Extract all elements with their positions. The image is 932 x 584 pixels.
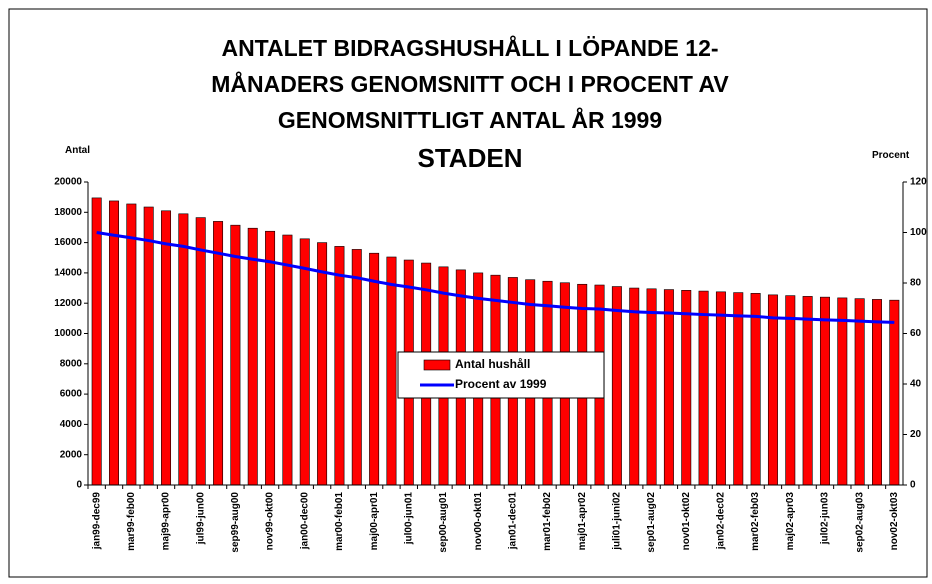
x-tick-label: jan00-dec00: [299, 492, 310, 551]
bar: [802, 296, 813, 486]
x-tick-label: juli01-juni02: [612, 492, 623, 551]
x-tick-label: maj99-apr00: [161, 492, 172, 551]
y-tick-label: 0: [76, 480, 82, 491]
bar: [161, 210, 172, 486]
line: [96, 231, 895, 324]
y-tick-label: 18000: [54, 207, 82, 218]
bar: [143, 206, 154, 486]
bar: [126, 203, 137, 486]
chart-title: MÅNADERS GENOMSNITT OCH I PROCENT AV: [211, 70, 729, 97]
x-tick-label: mar01-feb02: [542, 492, 553, 551]
x-tick-label: nov00-okt01: [473, 492, 484, 551]
x-tick-label: maj00-apr01: [369, 492, 380, 551]
x-tick-label: mar00-feb01: [334, 492, 345, 551]
bar: [750, 293, 761, 486]
y-tick-label: 4000: [60, 419, 83, 430]
y-tick-label: 6000: [60, 389, 83, 400]
bar: [889, 299, 900, 486]
bar: [109, 200, 119, 486]
legend-swatch: [423, 359, 451, 371]
y-tick-label: 16000: [54, 237, 82, 248]
bar: [299, 238, 310, 486]
x-tick-label: nov02-okt03: [889, 492, 900, 551]
chart-title: ANTALET BIDRAGSHUSHÅLL I LÖPANDE 12-: [221, 34, 718, 61]
x-tick-label: jan01-dec01: [507, 492, 518, 551]
x-tick-label: sep99-aug00: [230, 492, 241, 553]
bar: [681, 290, 692, 486]
x-tick-label: nov99-okt00: [265, 492, 276, 551]
x-tick-label: mar99-feb00: [126, 492, 137, 551]
bar: [178, 213, 189, 486]
bar: [767, 294, 778, 486]
legend-box: [397, 351, 605, 399]
y-tick-label: 8000: [60, 358, 83, 369]
bar: [230, 224, 241, 486]
y2-tick-label: 40: [910, 379, 922, 390]
x-tick-label: jul02-jun03: [820, 492, 831, 546]
y-tick-label: 20000: [54, 177, 82, 188]
x-tick-label: nov01-okt02: [681, 492, 692, 551]
bar: [247, 227, 258, 486]
bar: [386, 256, 397, 486]
bar: [785, 295, 796, 486]
y-tick-label: 10000: [54, 328, 82, 339]
bar: [819, 296, 830, 486]
chart-subtitle: STADEN: [418, 143, 523, 173]
bar: [629, 287, 640, 486]
legend-label: Antal hushåll: [455, 357, 530, 371]
x-tick-label: sep00-aug01: [438, 492, 449, 553]
y-tick-label: 2000: [60, 449, 83, 460]
chart-title: GENOMSNITTLIGT ANTAL ÅR 1999: [278, 106, 662, 133]
x-tick-label: mar02-feb03: [750, 492, 761, 551]
bar: [715, 291, 726, 486]
y2-tick-label: 0: [910, 480, 916, 491]
x-tick-label: sep02-aug03: [854, 492, 865, 553]
bar: [91, 197, 102, 486]
x-tick-label: maj01-apr02: [577, 492, 588, 551]
bar: [872, 299, 882, 486]
x-tick-label: jul00-jun01: [403, 492, 414, 546]
bar: [646, 288, 657, 486]
bar: [854, 298, 865, 486]
x-tick-label: sep01-aug02: [646, 492, 657, 553]
x-tick-label: jan02-dec02: [716, 492, 727, 551]
bar: [213, 221, 224, 486]
bar: [351, 249, 362, 486]
bar: [317, 242, 328, 486]
bar: [282, 234, 293, 486]
bar: [265, 230, 276, 486]
y2-tick-label: 80: [910, 278, 922, 289]
y2-tick-label: 100: [910, 227, 927, 238]
bar: [663, 289, 674, 486]
x-tick-label: maj02-apr03: [785, 492, 796, 551]
y2-tick-label: 60: [910, 328, 922, 339]
y-tick-label: 12000: [54, 298, 82, 309]
bar: [698, 290, 709, 486]
x-tick-label: jul99-jun00: [195, 492, 206, 546]
bar: [733, 292, 744, 486]
x-tick-label: jan99-dec99: [91, 492, 102, 551]
y2-axis-label: Procent: [872, 150, 910, 161]
bar: [369, 252, 380, 486]
bar: [611, 286, 622, 486]
bar: [334, 246, 345, 486]
bar: [195, 217, 206, 486]
legend-label: Procent av 1999: [455, 377, 547, 391]
y-axis-label: Antal: [65, 145, 90, 156]
y2-tick-label: 20: [910, 429, 922, 440]
y2-tick-label: 120: [910, 177, 927, 188]
y-tick-label: 14000: [54, 268, 82, 279]
bar: [837, 297, 848, 486]
